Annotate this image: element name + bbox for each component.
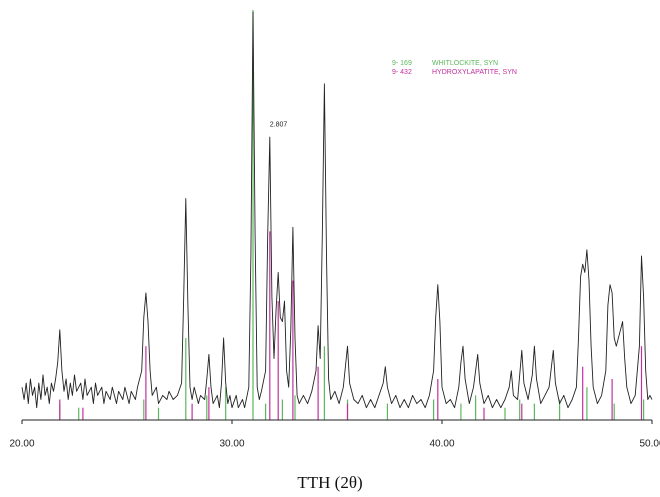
- x-tick-label: 20.00: [9, 439, 34, 450]
- pattern-line: [21, 11, 653, 409]
- x-tick-label: 50.00: [639, 439, 660, 450]
- legend-label: WHITLOCKITE, SYN: [432, 60, 498, 67]
- legend-code: 9- 432: [392, 69, 412, 76]
- legend-label: HYDROXYLAPATITE, SYN: [432, 69, 517, 76]
- x-axis-title: TTH (2θ): [297, 473, 362, 492]
- x-tick-label: 40.00: [429, 439, 454, 450]
- x-tick-label: 30.00: [219, 439, 244, 450]
- legend-code: 9- 169: [392, 60, 412, 67]
- annotation: 2.807: [270, 122, 288, 129]
